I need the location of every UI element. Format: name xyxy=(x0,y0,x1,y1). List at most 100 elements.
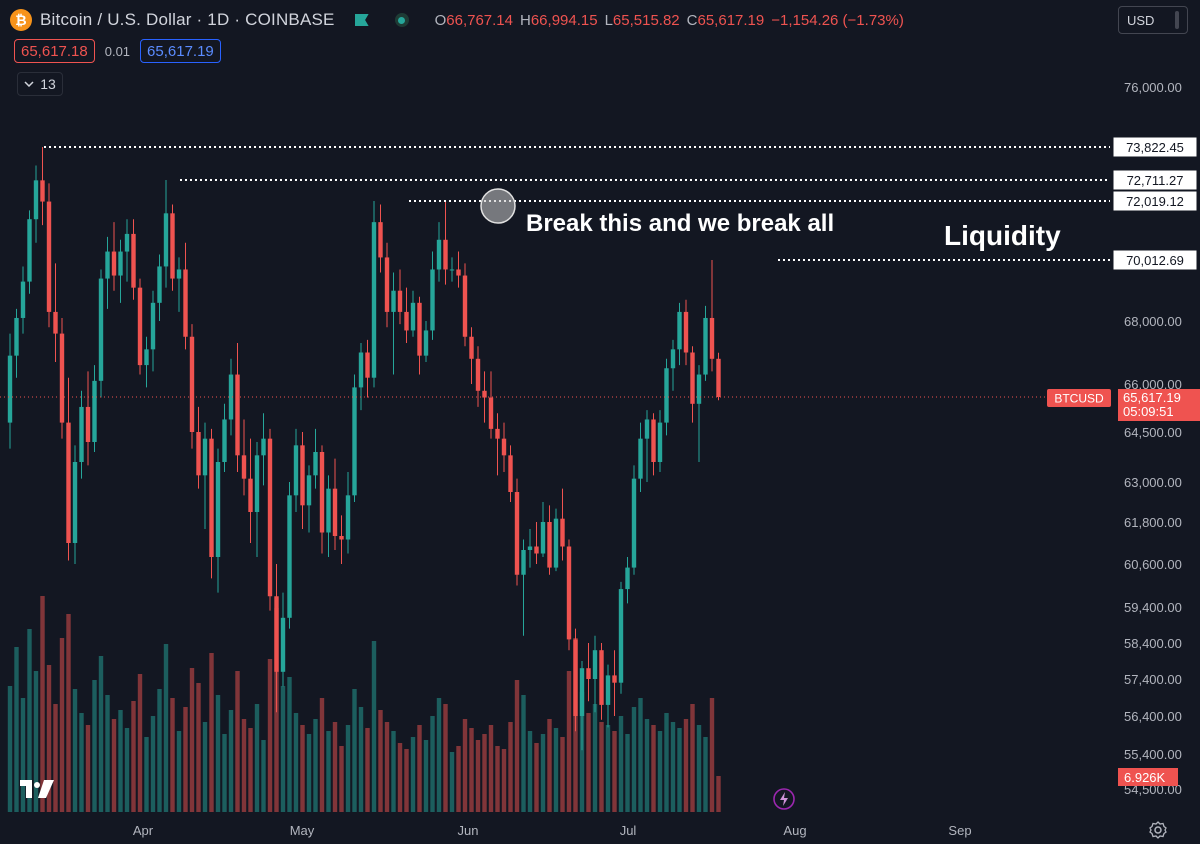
candle-body xyxy=(644,419,650,439)
volume-bar xyxy=(79,713,84,812)
annotation-break: Break this and we break all xyxy=(526,210,834,237)
volume-bar xyxy=(287,677,292,812)
volume-bar xyxy=(111,719,117,812)
volume-bar xyxy=(98,656,104,812)
low-value: 65,515.82 xyxy=(612,11,680,29)
candle-body xyxy=(150,302,156,350)
volume-bar xyxy=(404,749,409,812)
x-axis-tick: Jun xyxy=(458,823,479,838)
candle-body xyxy=(183,269,188,337)
candle-body xyxy=(592,650,598,679)
symbol-title[interactable]: Bitcoin / U.S. Dollar · 1D · COINBASE xyxy=(40,10,335,29)
volume-bar xyxy=(683,719,689,812)
volume-bar xyxy=(53,704,58,812)
candle-body xyxy=(215,462,221,557)
trade-panel: 65,617.18 0.01 65,617.19 xyxy=(14,39,221,63)
indicators-toggle[interactable]: 13 xyxy=(17,72,63,96)
candle-body xyxy=(534,546,539,554)
volume-bar xyxy=(202,722,208,812)
price-line-tag xyxy=(1112,249,1198,271)
candle-body xyxy=(196,432,201,476)
flag-icon[interactable] xyxy=(354,14,369,26)
volume-bar xyxy=(105,695,110,812)
y-axis-tick: 55,400.00 xyxy=(1124,747,1182,762)
candle-body xyxy=(118,251,123,276)
candle-body xyxy=(170,213,175,279)
candle-body xyxy=(612,675,617,683)
candle-body xyxy=(59,333,65,423)
candle-body xyxy=(274,596,279,672)
candle-body xyxy=(27,219,32,282)
candle-body xyxy=(248,478,253,512)
candle-body xyxy=(501,438,507,456)
y-axis-tick: 76,000.00 xyxy=(1124,80,1182,95)
candle-body xyxy=(410,302,416,331)
price-line-tag xyxy=(1112,190,1198,212)
volume-bar xyxy=(306,734,312,812)
candles xyxy=(7,147,721,751)
candle-body xyxy=(176,269,182,279)
candle-body xyxy=(709,317,715,359)
candle-body xyxy=(79,406,84,462)
candle-body xyxy=(222,419,227,462)
volume-bar xyxy=(495,746,500,812)
volume-bar xyxy=(462,719,468,812)
x-axis-tick: Aug xyxy=(783,823,806,838)
candle-body xyxy=(319,452,325,533)
candle-body xyxy=(618,589,624,683)
volume-bar xyxy=(33,671,39,812)
volume-bar xyxy=(14,647,19,812)
candle-body xyxy=(235,374,240,456)
volume-bar xyxy=(332,722,338,812)
volume-bar xyxy=(527,731,533,812)
tradingview-logo-icon[interactable] xyxy=(18,778,56,800)
candle-body xyxy=(495,428,500,439)
candle-body xyxy=(306,475,312,506)
candle-body xyxy=(690,352,695,404)
candle-body xyxy=(287,495,292,618)
volume-bar xyxy=(280,686,286,812)
gear-icon[interactable] xyxy=(1148,820,1168,840)
close-label: C xyxy=(686,11,698,29)
volume-bar xyxy=(183,707,188,812)
volume-bar xyxy=(592,704,598,812)
chevron-down-icon xyxy=(24,81,34,87)
candle-body xyxy=(625,567,630,590)
candle-body xyxy=(157,266,162,303)
buy-button[interactable]: 65,617.19 xyxy=(140,39,221,63)
candle-body xyxy=(40,180,45,202)
market-status-icon[interactable] xyxy=(394,13,409,27)
price-lines xyxy=(44,146,1110,261)
candle-body xyxy=(332,488,338,536)
volume-bar xyxy=(7,686,13,812)
x-axis-tick: Jul xyxy=(620,823,637,838)
x-axis-tick: Apr xyxy=(133,823,154,838)
volume-bar xyxy=(170,698,175,812)
volume-bar xyxy=(638,698,643,812)
volume-bar xyxy=(579,692,585,812)
volume-bar xyxy=(157,689,162,812)
volume-bar xyxy=(137,674,143,812)
volume-bar xyxy=(709,698,715,812)
candle-body xyxy=(254,455,260,512)
candle-body xyxy=(664,368,669,423)
volume-tag xyxy=(1118,768,1178,786)
volume-bar xyxy=(540,734,546,812)
y-axis-tick: 63,000.00 xyxy=(1124,475,1182,490)
volume-bar xyxy=(215,695,221,812)
sell-button[interactable]: 65,617.18 xyxy=(14,39,95,63)
countdown: 05:09:51 xyxy=(1123,404,1174,419)
candle-body xyxy=(423,330,429,356)
annotation-liquidity: Liquidity xyxy=(944,220,1061,251)
symbol-tag-text: BTCUSD xyxy=(1054,392,1104,406)
candle-body xyxy=(98,278,104,381)
volume-bar xyxy=(482,734,487,812)
candle-body xyxy=(53,311,58,334)
candle-body xyxy=(599,650,604,705)
y-axis-tick: 64,500.00 xyxy=(1124,425,1182,440)
volume-bars xyxy=(7,596,721,812)
lightning-icon[interactable] xyxy=(773,788,795,810)
last-price-tag xyxy=(1118,389,1200,421)
currency-select[interactable]: USD xyxy=(1118,6,1188,34)
